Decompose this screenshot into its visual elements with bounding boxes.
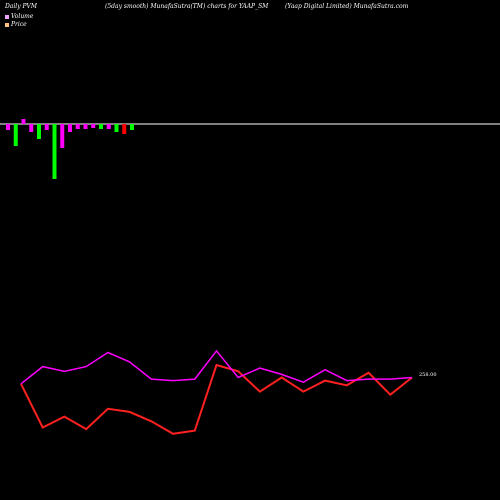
price-line xyxy=(20,363,413,435)
legend-volume-swatch xyxy=(5,14,9,19)
volume-bar xyxy=(106,124,111,129)
legend-price-label: Price xyxy=(11,21,27,28)
header-left-title: Daily PVM xyxy=(5,3,38,10)
legend-price: Price xyxy=(5,21,27,28)
last-price-label: 258.00 xyxy=(419,372,437,378)
volume-bars xyxy=(6,119,134,179)
volume-line xyxy=(20,349,413,385)
volume-bar xyxy=(75,124,80,129)
volume-bar xyxy=(44,124,49,130)
legend-volume-label: Volume xyxy=(11,13,34,20)
volume-bar xyxy=(68,124,72,132)
header-right-title: (Yaap Digital Limited) MunafaSutra.com xyxy=(285,3,409,10)
legend-price-swatch xyxy=(5,22,9,27)
legend-volume: Volume xyxy=(5,13,33,20)
volume-bar xyxy=(13,124,18,146)
volume-bar xyxy=(37,124,41,139)
volume-bar xyxy=(52,124,57,179)
volume-bar xyxy=(114,124,119,132)
volume-bar xyxy=(122,124,127,134)
volume-bar xyxy=(91,124,96,128)
volume-bar xyxy=(130,124,134,130)
header-center-title: (5day smooth) MunafaSutra(TM) charts for… xyxy=(105,3,269,10)
volume-bar xyxy=(6,124,10,130)
volume-bar xyxy=(29,124,34,132)
volume-bar xyxy=(83,124,88,129)
price-lines xyxy=(20,349,413,435)
volume-bar xyxy=(99,124,103,129)
volume-bar xyxy=(60,124,65,148)
chart-header: Daily PVM (5day smooth) MunafaSutra(TM) … xyxy=(0,0,500,12)
volume-bar xyxy=(21,119,26,124)
